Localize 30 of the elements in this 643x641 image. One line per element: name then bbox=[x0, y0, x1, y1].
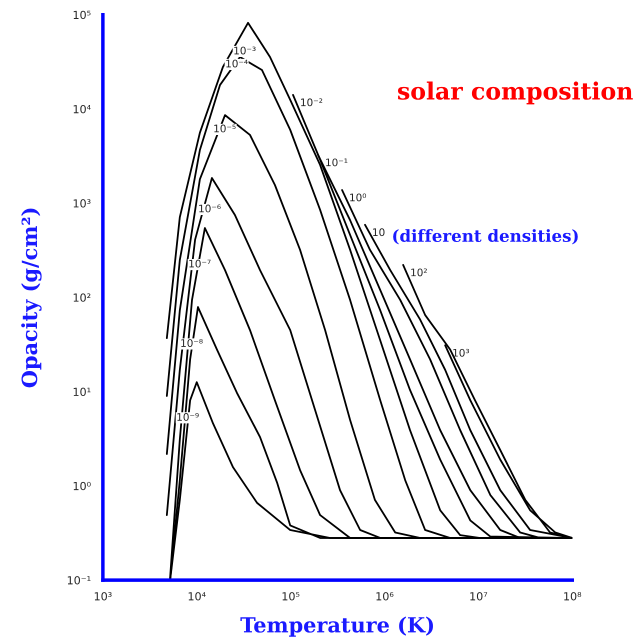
series-label: 10² bbox=[411, 268, 427, 276]
y-axis-title: Opacity (g/cm²) bbox=[21, 208, 42, 388]
x-tick-label: 10³ bbox=[94, 592, 112, 601]
series-label: 10⁻¹ bbox=[326, 158, 348, 166]
series-label: 10³ bbox=[453, 348, 470, 357]
x-tick-label: 10⁷ bbox=[470, 592, 488, 601]
series-label: 10⁻² bbox=[301, 98, 322, 106]
y-tick-label: 10³ bbox=[74, 199, 91, 208]
series-label: 10⁰ bbox=[350, 193, 366, 202]
series-label: 10⁻⁴ bbox=[226, 60, 248, 68]
x-tick-label: 10⁸ bbox=[564, 592, 582, 601]
y-tick-label: 10² bbox=[74, 293, 90, 302]
y-tick-label: 10⁴ bbox=[74, 104, 91, 114]
x-tick-label: 10⁶ bbox=[376, 592, 394, 601]
x-axis-title: Temperature (K) bbox=[240, 616, 433, 637]
annotation: (different densities) bbox=[393, 229, 578, 244]
series-label: 10⁻⁸ bbox=[181, 339, 203, 347]
series-label: 10⁻⁵ bbox=[214, 124, 236, 132]
series-label: 10 bbox=[373, 228, 385, 236]
x-tick-label: 10⁵ bbox=[282, 592, 300, 601]
y-tick-label: 10¹ bbox=[74, 388, 90, 396]
series-label: 10⁻³ bbox=[234, 46, 256, 54]
series-label: 10⁻⁹ bbox=[177, 413, 199, 421]
y-tick-label: 10⁻¹ bbox=[68, 576, 90, 584]
y-tick-label: 10⁰ bbox=[74, 482, 91, 490]
y-tick-label: 10⁵ bbox=[74, 10, 91, 20]
series-label: 10⁻⁷ bbox=[189, 260, 211, 268]
x-tick-label: 10⁴ bbox=[188, 592, 206, 601]
text: solar composition bbox=[398, 82, 633, 104]
series-label: 10⁻⁶ bbox=[199, 204, 221, 212]
